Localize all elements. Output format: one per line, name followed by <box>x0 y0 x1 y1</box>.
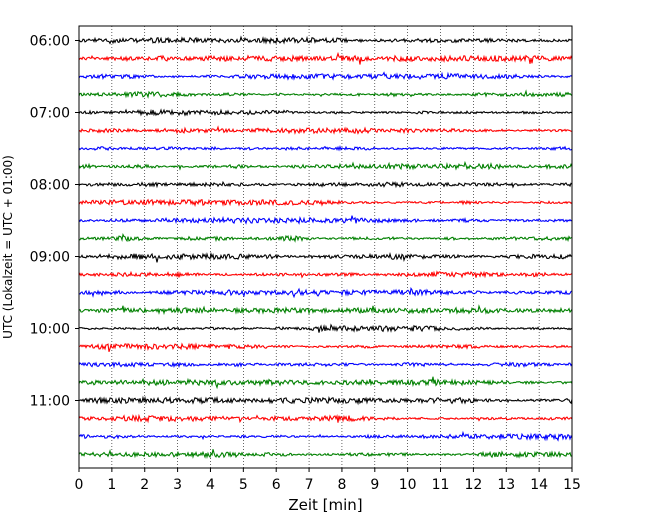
trace-0600 <box>78 35 573 45</box>
x-tick-label: 10 <box>399 477 417 493</box>
trace-0730 <box>78 144 573 152</box>
trace-0845 <box>78 233 573 243</box>
x-tick-label: 6 <box>272 477 281 493</box>
trace-1130 <box>78 430 573 442</box>
trace-0645 <box>78 89 573 99</box>
y-tick-label: 09:00 <box>30 250 70 266</box>
x-tick-label: 14 <box>530 477 548 493</box>
x-tick-label: 8 <box>337 477 346 493</box>
trace-0615 <box>78 51 573 65</box>
x-tick-label: 15 <box>563 477 581 493</box>
seismic-traces <box>78 35 573 460</box>
x-axis-ticks: 0 1 2 3 4 5 6 7 8 9 10 11 12 13 14 15 <box>75 468 581 493</box>
x-tick-label: 2 <box>140 477 149 493</box>
trace-0815 <box>78 198 573 208</box>
trace-1030 <box>78 361 573 369</box>
y-tick-label: 06:00 <box>30 34 70 50</box>
y-tick-label: 10:00 <box>30 322 70 338</box>
x-axis-label: Zeit [min] <box>288 496 362 514</box>
y-tick-label: 08:00 <box>30 178 70 194</box>
y-tick-label: 11:00 <box>30 394 70 410</box>
trace-0930 <box>78 286 573 299</box>
trace-0800 <box>78 180 573 189</box>
y-tick-label: 07:00 <box>30 106 70 122</box>
trace-0700 <box>78 108 573 117</box>
x-tick-label: 12 <box>464 477 482 493</box>
x-tick-label: 0 <box>75 477 84 493</box>
x-tick-label: 1 <box>107 477 116 493</box>
trace-1015 <box>78 342 573 352</box>
x-tick-label: 5 <box>239 477 248 493</box>
trace-1100 <box>78 395 573 406</box>
x-tick-label: 3 <box>173 477 182 493</box>
trace-0745 <box>78 160 573 171</box>
x-tick-label: 13 <box>497 477 515 493</box>
plot-frame <box>78 25 573 469</box>
trace-0630 <box>78 71 573 81</box>
y-axis-ticks: 06:00 07:00 08:00 09:00 10:00 11:00 <box>30 34 79 410</box>
trace-1115 <box>78 413 573 424</box>
x-tick-label: 7 <box>305 477 314 493</box>
trace-1145 <box>78 449 573 460</box>
x-tick-label: 4 <box>206 477 215 493</box>
trace-0915 <box>78 270 573 279</box>
y-axis-label: UTC (Lokalzeit = UTC + 01:00) <box>1 155 15 339</box>
trace-0830 <box>78 215 573 225</box>
trace-1045 <box>78 376 573 390</box>
trace-0715 <box>78 125 573 135</box>
trace-0900 <box>78 251 573 263</box>
trace-0945 <box>78 304 573 316</box>
x-tick-label: 11 <box>432 477 450 493</box>
x-tick-label: 9 <box>370 477 379 493</box>
trace-1000 <box>78 323 573 333</box>
